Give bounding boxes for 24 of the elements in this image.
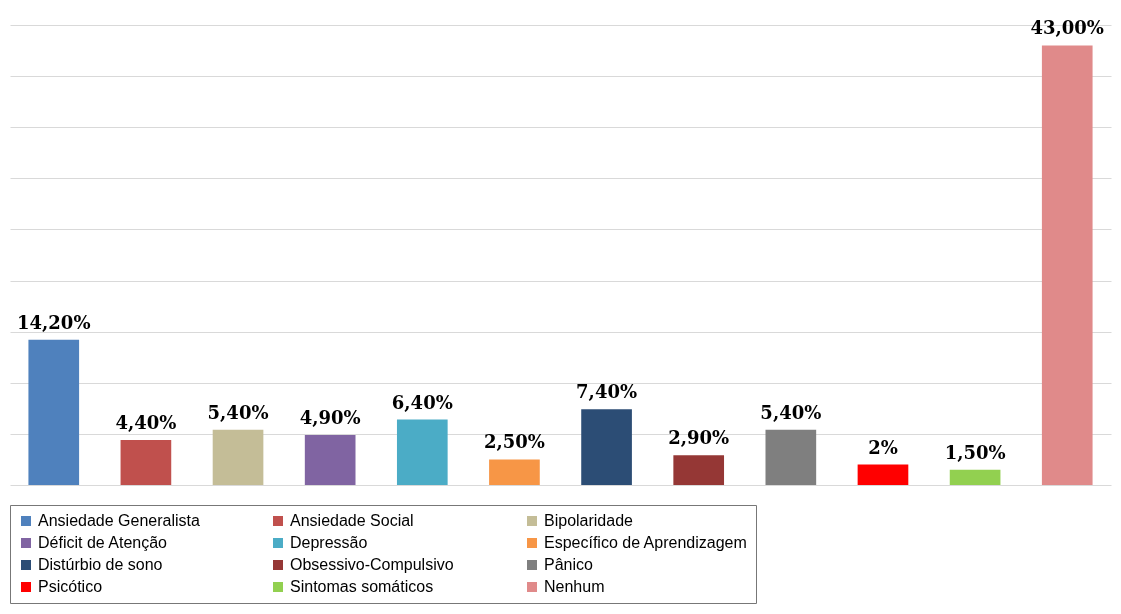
legend-label: Bipolaridade	[544, 512, 634, 529]
legend-label: Distúrbio de sono	[38, 556, 163, 573]
data-label: 2,50%	[483, 431, 545, 453]
data-label: 6,40%	[391, 391, 453, 413]
data-label: 2%	[868, 436, 898, 458]
data-label: 5,40%	[760, 401, 822, 423]
legend-label: Ansiedade Generalista	[38, 512, 200, 529]
data-label: 4,90%	[299, 406, 361, 428]
legend-label: Psicótico	[38, 578, 103, 595]
data-label: 2,90%	[668, 427, 730, 449]
legend-label: Déficit de Atenção	[38, 534, 168, 551]
data-label: 1,50%	[944, 441, 1006, 463]
data-label: 4,40%	[115, 412, 177, 434]
data-label: 43,00%	[1030, 17, 1104, 39]
legend-label: Pânico	[544, 556, 594, 573]
data-label: 7,40%	[576, 381, 638, 403]
legend-label: Obsessivo-Compulsivo	[290, 556, 454, 573]
legend-label: Depressão	[290, 534, 368, 551]
legend-label: Ansiedade Social	[290, 512, 414, 529]
data-label: 14,20%	[17, 311, 91, 333]
legend-label: Sintomas somáticos	[290, 578, 434, 595]
legend-label: Específico de Aprendizagem	[544, 534, 747, 551]
data-label: 5,40%	[207, 401, 269, 423]
legend-label: Nenhum	[544, 578, 605, 595]
